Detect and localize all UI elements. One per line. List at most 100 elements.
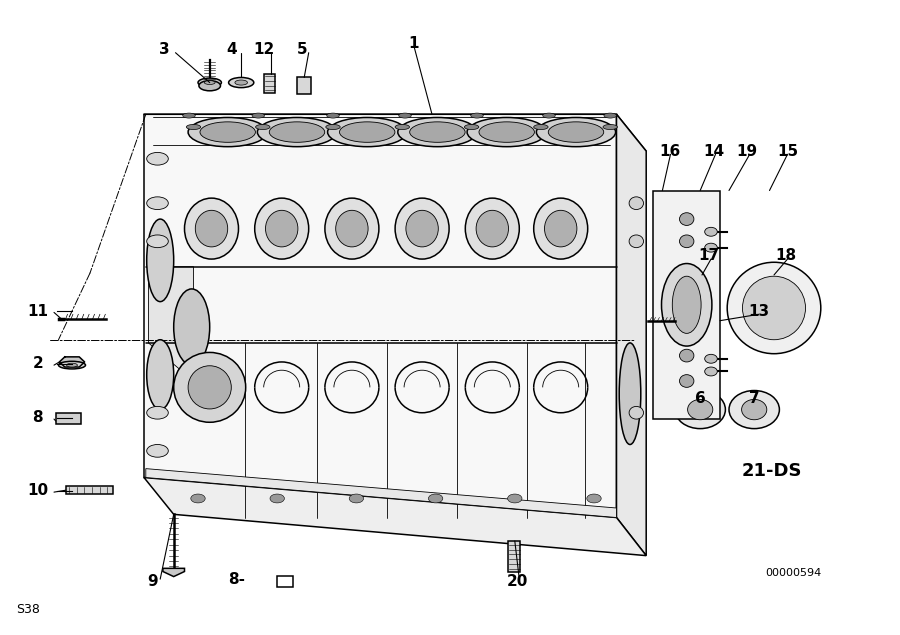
Text: 10: 10 bbox=[27, 483, 49, 498]
Ellipse shape bbox=[406, 210, 438, 247]
Ellipse shape bbox=[675, 391, 725, 429]
Polygon shape bbox=[144, 114, 616, 518]
Ellipse shape bbox=[688, 399, 713, 420]
Text: 1: 1 bbox=[409, 36, 419, 51]
Text: 20: 20 bbox=[507, 573, 528, 589]
Ellipse shape bbox=[629, 197, 643, 210]
Ellipse shape bbox=[742, 276, 806, 340]
Ellipse shape bbox=[680, 235, 694, 248]
Ellipse shape bbox=[629, 406, 643, 419]
Ellipse shape bbox=[399, 113, 411, 118]
Ellipse shape bbox=[147, 235, 168, 248]
Ellipse shape bbox=[195, 210, 228, 247]
Ellipse shape bbox=[184, 198, 239, 259]
Text: 2: 2 bbox=[32, 356, 43, 371]
Ellipse shape bbox=[58, 361, 86, 369]
FancyBboxPatch shape bbox=[508, 541, 520, 572]
Ellipse shape bbox=[536, 117, 616, 147]
Text: 4: 4 bbox=[226, 42, 237, 57]
Ellipse shape bbox=[188, 366, 231, 409]
Ellipse shape bbox=[256, 124, 270, 130]
Ellipse shape bbox=[147, 444, 168, 457]
FancyBboxPatch shape bbox=[297, 77, 311, 94]
Ellipse shape bbox=[174, 352, 246, 422]
FancyBboxPatch shape bbox=[264, 74, 275, 93]
Ellipse shape bbox=[705, 354, 717, 363]
Ellipse shape bbox=[200, 122, 256, 142]
Ellipse shape bbox=[147, 197, 168, 210]
Text: 9: 9 bbox=[148, 573, 158, 589]
Ellipse shape bbox=[398, 117, 477, 147]
Ellipse shape bbox=[662, 264, 712, 346]
Ellipse shape bbox=[705, 367, 717, 376]
Ellipse shape bbox=[604, 113, 617, 118]
Ellipse shape bbox=[680, 213, 694, 225]
Text: S38: S38 bbox=[16, 603, 40, 616]
Ellipse shape bbox=[464, 124, 479, 130]
Ellipse shape bbox=[742, 399, 767, 420]
Ellipse shape bbox=[467, 117, 546, 147]
Polygon shape bbox=[144, 114, 646, 151]
Ellipse shape bbox=[257, 117, 337, 147]
Ellipse shape bbox=[269, 122, 325, 142]
Ellipse shape bbox=[199, 81, 220, 91]
Ellipse shape bbox=[587, 494, 601, 503]
Ellipse shape bbox=[534, 124, 548, 130]
Ellipse shape bbox=[534, 198, 588, 259]
Text: 17: 17 bbox=[698, 248, 720, 264]
Ellipse shape bbox=[508, 494, 522, 503]
Ellipse shape bbox=[183, 113, 195, 118]
Ellipse shape bbox=[174, 289, 210, 365]
Ellipse shape bbox=[548, 122, 604, 142]
Ellipse shape bbox=[410, 122, 465, 142]
Text: 6: 6 bbox=[695, 391, 706, 406]
Ellipse shape bbox=[349, 494, 364, 503]
Ellipse shape bbox=[336, 210, 368, 247]
Text: 13: 13 bbox=[748, 304, 770, 319]
Ellipse shape bbox=[603, 124, 617, 130]
Text: 00000594: 00000594 bbox=[766, 568, 822, 578]
Ellipse shape bbox=[428, 494, 443, 503]
Polygon shape bbox=[163, 568, 184, 577]
Ellipse shape bbox=[395, 198, 449, 259]
Ellipse shape bbox=[543, 113, 555, 118]
Ellipse shape bbox=[67, 363, 77, 367]
Ellipse shape bbox=[147, 219, 174, 302]
Text: 16: 16 bbox=[659, 144, 680, 159]
Polygon shape bbox=[616, 114, 646, 556]
Ellipse shape bbox=[147, 340, 174, 410]
FancyBboxPatch shape bbox=[66, 486, 112, 494]
Ellipse shape bbox=[479, 122, 535, 142]
Ellipse shape bbox=[191, 494, 205, 503]
Ellipse shape bbox=[252, 113, 265, 118]
Text: 18: 18 bbox=[775, 248, 796, 264]
Ellipse shape bbox=[629, 235, 643, 248]
Ellipse shape bbox=[266, 210, 298, 247]
Ellipse shape bbox=[476, 210, 508, 247]
Ellipse shape bbox=[465, 198, 519, 259]
Ellipse shape bbox=[680, 349, 694, 362]
Polygon shape bbox=[653, 190, 720, 419]
Ellipse shape bbox=[729, 391, 779, 429]
Ellipse shape bbox=[188, 117, 267, 147]
Text: 14: 14 bbox=[703, 144, 724, 159]
Polygon shape bbox=[148, 267, 194, 381]
Ellipse shape bbox=[235, 80, 248, 85]
Text: 15: 15 bbox=[777, 144, 798, 159]
Text: 3: 3 bbox=[159, 42, 170, 57]
Ellipse shape bbox=[619, 343, 641, 444]
Text: 19: 19 bbox=[736, 144, 758, 159]
Ellipse shape bbox=[147, 406, 168, 419]
Ellipse shape bbox=[325, 198, 379, 259]
Text: 11: 11 bbox=[27, 304, 49, 319]
Polygon shape bbox=[144, 478, 646, 556]
Ellipse shape bbox=[327, 113, 339, 118]
Ellipse shape bbox=[395, 124, 410, 130]
Text: 21-DS: 21-DS bbox=[742, 462, 803, 480]
Polygon shape bbox=[146, 469, 616, 518]
Ellipse shape bbox=[328, 117, 407, 147]
Ellipse shape bbox=[198, 78, 221, 87]
Ellipse shape bbox=[270, 494, 284, 503]
FancyBboxPatch shape bbox=[277, 576, 293, 587]
Ellipse shape bbox=[326, 124, 340, 130]
